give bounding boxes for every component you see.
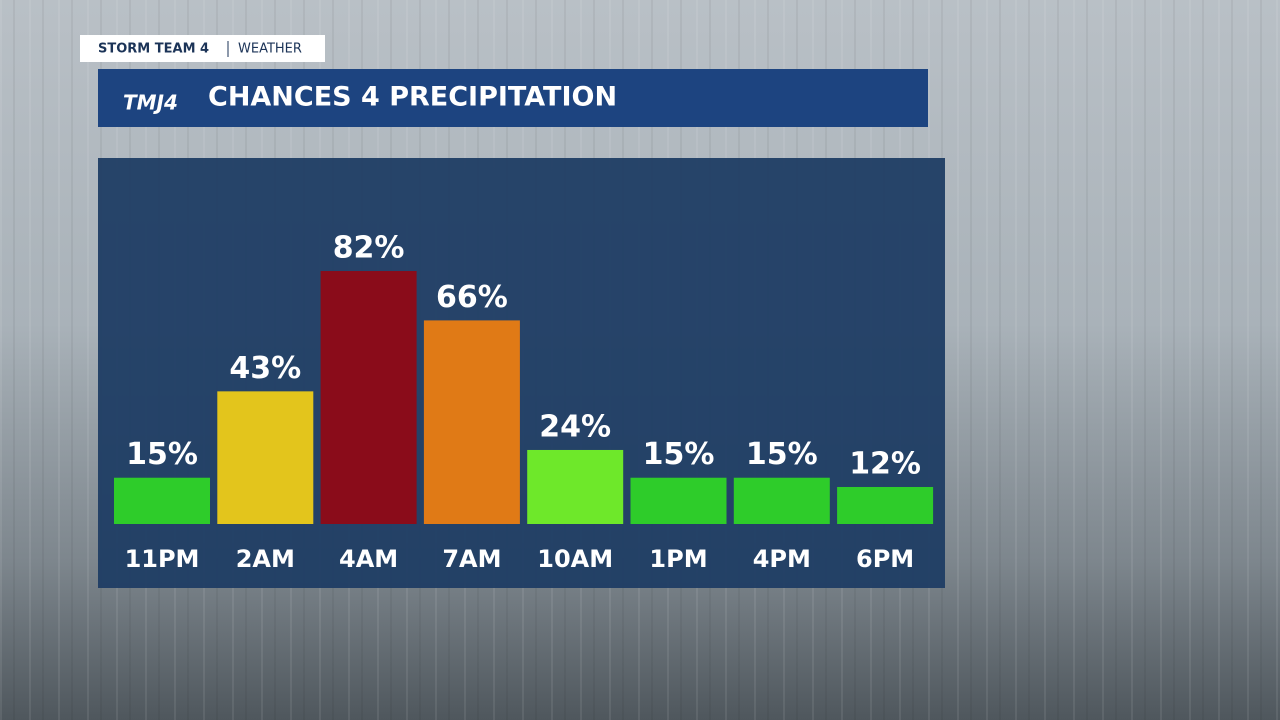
value-label: 43% xyxy=(229,351,301,386)
value-label: 12% xyxy=(849,446,921,481)
bar xyxy=(423,320,520,524)
title-bar xyxy=(98,69,928,127)
bar xyxy=(217,391,314,524)
value-label: 15% xyxy=(643,437,715,472)
tag: STORM TEAM 4 xyxy=(98,42,209,57)
bar xyxy=(630,477,727,524)
x-tick-label: 11PM xyxy=(125,545,200,573)
section: WEATHER xyxy=(238,42,302,57)
tag-box xyxy=(80,35,325,62)
value-label: 66% xyxy=(436,280,508,315)
logo: TMJ4 xyxy=(123,91,178,115)
bar xyxy=(320,271,417,524)
value-label: 82% xyxy=(333,231,405,266)
x-tick-label: 10AM xyxy=(537,545,613,573)
value-label: 15% xyxy=(746,437,818,472)
bar xyxy=(837,486,934,524)
bar xyxy=(114,477,210,524)
bar xyxy=(527,449,624,524)
x-tick-label: 6PM xyxy=(856,545,914,573)
x-tick-label: 2AM xyxy=(236,545,295,573)
chart-title: CHANCES 4 PRECIPITATION xyxy=(208,82,617,113)
value-label: 15% xyxy=(126,437,198,472)
x-tick-label: 7AM xyxy=(442,545,501,573)
x-tick-label: 4PM xyxy=(753,545,811,573)
x-tick-label: 1PM xyxy=(649,545,707,573)
bar xyxy=(733,477,830,524)
x-tick-label: 4AM xyxy=(339,545,398,573)
value-label: 24% xyxy=(539,409,611,444)
